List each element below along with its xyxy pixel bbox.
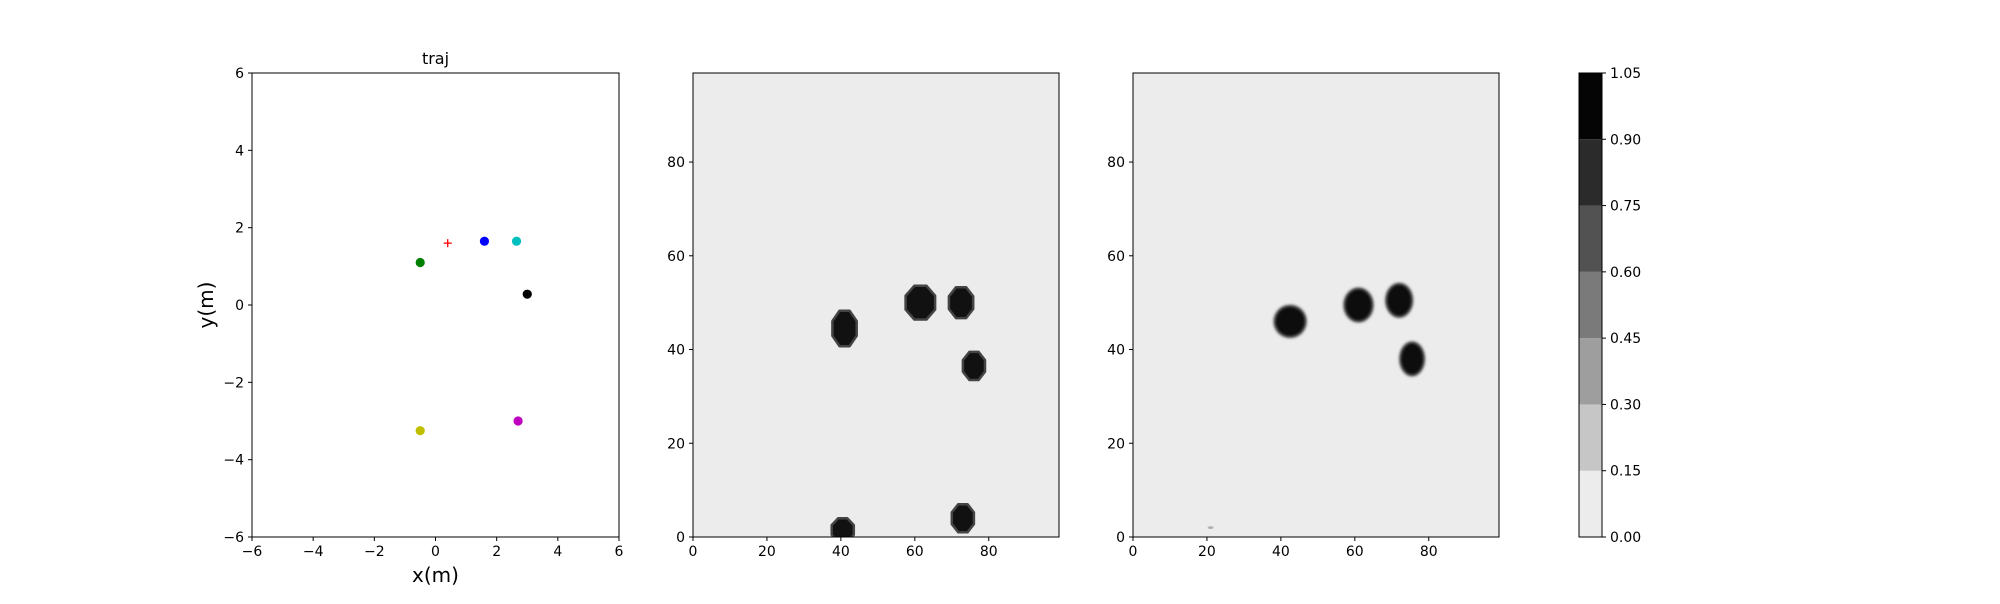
map2-x-tick-label: 80 <box>1420 544 1438 560</box>
colorbar-tick-label: 0.00 <box>1610 530 1641 546</box>
map1-y-tick-label: 40 <box>667 343 685 359</box>
traj-point <box>479 236 490 246</box>
traj-xlabel: x(m) <box>412 563 459 587</box>
map1-obstacle-blob <box>831 309 858 348</box>
map2-x-tick-label: 40 <box>1272 544 1290 560</box>
traj-x-tick-label: 2 <box>492 544 501 560</box>
map2-obstacle-blob <box>1342 287 1375 323</box>
traj-y-tick-label: −2 <box>223 375 244 391</box>
map2-x-tick-label: 60 <box>1346 544 1364 560</box>
traj-y-tick-label: 2 <box>235 221 244 237</box>
traj-point <box>511 236 522 246</box>
colorbar-frame <box>1578 72 1603 538</box>
map1-obstacle-blob <box>947 285 975 320</box>
map1-x-tick-label: 40 <box>832 544 850 560</box>
map2-x-tick-label: 0 <box>1129 544 1138 560</box>
traj-x-ticks: −6 −4 −2 0 2 4 6 <box>242 537 624 560</box>
map1-obstacle-blob <box>961 350 987 382</box>
traj-point <box>522 289 532 299</box>
colorbar-tick-label: 0.90 <box>1610 132 1641 148</box>
map1-y-ticks: 0 20 40 60 80 <box>667 155 693 546</box>
map2-y-tick-label: 60 <box>1107 249 1125 265</box>
traj-x-tick-label: 6 <box>615 544 624 560</box>
map1-background <box>693 73 1059 537</box>
map2-x-tick-label: 20 <box>1198 544 1216 560</box>
traj-x-tick-label: −4 <box>303 544 324 560</box>
colorbar-band <box>1579 271 1602 339</box>
map1-x-ticks: 0 20 40 60 80 <box>689 537 998 560</box>
traj-y-tick-label: 4 <box>235 143 244 159</box>
traj-x-tick-label: −6 <box>242 544 263 560</box>
colorbar: 0.00 0.15 0.30 0.45 0.60 0.75 0.90 1.05 <box>1578 66 1641 546</box>
colorbar-ticks: 0.00 0.15 0.30 0.45 0.60 0.75 0.90 1.05 <box>1602 66 1641 546</box>
traj-ylabel: y(m) <box>194 282 218 329</box>
traj-y-tick-label: −4 <box>223 453 244 469</box>
traj-x-tick-label: 4 <box>553 544 562 560</box>
map2-axes-frame <box>1132 72 1500 538</box>
colorbar-band <box>1579 338 1602 405</box>
map-panel-1: 0 20 40 60 80 0 20 40 60 80 <box>667 72 1060 560</box>
map2-y-ticks: 0 20 40 60 80 <box>1107 155 1133 546</box>
traj-y-ticks: −6 −4 −2 0 2 4 6 <box>223 66 252 546</box>
traj-y-tick-label: 6 <box>235 66 244 82</box>
map-panel-2: 0 20 40 60 80 0 20 40 60 80 <box>1107 72 1500 560</box>
map2-blobs <box>1207 282 1426 530</box>
colorbar-band <box>1579 205 1602 272</box>
traj-y-tick-label: 0 <box>235 298 244 314</box>
traj-title: traj <box>422 49 449 68</box>
map2-y-tick-label: 40 <box>1107 343 1125 359</box>
colorbar-tick-label: 0.45 <box>1610 331 1641 347</box>
map2-obstacle-blob <box>1398 340 1426 377</box>
traj-x-tick-label: −2 <box>364 544 385 560</box>
colorbar-band <box>1579 404 1602 471</box>
colorbar-band <box>1579 73 1602 140</box>
map2-x-ticks: 0 20 40 60 80 <box>1129 537 1438 560</box>
traj-plus-marker <box>443 239 452 248</box>
map1-y-tick-label: 0 <box>676 530 685 546</box>
traj-point <box>415 426 425 436</box>
colorbar-bands <box>1579 73 1602 537</box>
traj-point <box>415 257 425 268</box>
colorbar-tick-label: 0.60 <box>1610 265 1641 281</box>
map1-x-tick-label: 20 <box>758 544 776 560</box>
map2-obstacle-blob <box>1384 282 1414 319</box>
map2-y-tick-label: 80 <box>1107 155 1125 171</box>
map2-obstacle-blob <box>1273 304 1308 339</box>
map2-background <box>1133 73 1499 537</box>
colorbar-tick-label: 0.30 <box>1610 397 1641 413</box>
map2-y-tick-label: 0 <box>1116 530 1125 546</box>
traj-axes-frame <box>251 72 620 538</box>
map1-x-tick-label: 60 <box>906 544 924 560</box>
map1-x-tick-label: 0 <box>689 544 698 560</box>
map1-y-tick-label: 80 <box>667 155 685 171</box>
traj-x-tick-label: 0 <box>431 544 440 560</box>
colorbar-tick-label: 0.15 <box>1610 464 1641 480</box>
map1-blobs <box>830 284 987 537</box>
colorbar-band <box>1579 139 1602 206</box>
traj-panel: traj x(m) y(m) −6 −4 −2 0 2 4 6 −6 −4 −2 0 2 4 6 <box>194 49 624 587</box>
map1-x-tick-label: 80 <box>980 544 998 560</box>
colorbar-tick-label: 1.05 <box>1610 66 1641 82</box>
map1-axes-frame <box>692 72 1060 538</box>
colorbar-tick-label: 0.75 <box>1610 199 1641 215</box>
traj-y-tick-label: −6 <box>223 530 244 546</box>
traj-points <box>415 236 532 436</box>
map2-y-tick-label: 20 <box>1107 436 1125 452</box>
traj-point <box>513 416 523 426</box>
map2-speck <box>1207 526 1214 530</box>
map1-obstacle-blob <box>950 502 976 534</box>
colorbar-band <box>1579 470 1602 537</box>
map1-y-tick-label: 20 <box>667 436 685 452</box>
map1-y-tick-label: 60 <box>667 249 685 265</box>
map1-obstacle-blob <box>830 517 856 537</box>
map1-obstacle-blob <box>904 284 937 321</box>
